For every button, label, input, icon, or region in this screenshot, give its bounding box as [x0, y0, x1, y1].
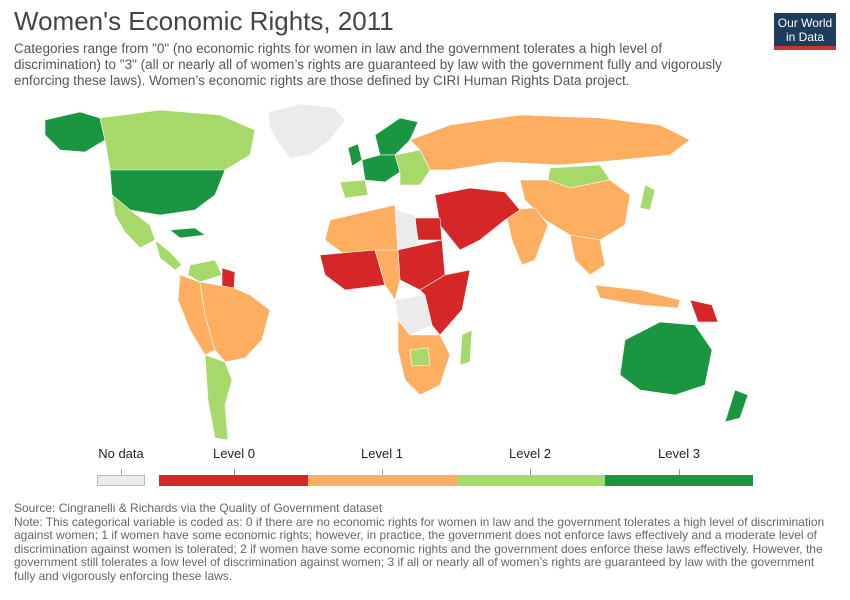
region-iberia[interactable]: [339, 179, 369, 199]
note-text: Note: This categorical variable is coded…: [14, 514, 825, 583]
region-greenland[interactable]: [267, 103, 346, 159]
region-alaska[interactable]: [44, 111, 106, 153]
legend-tick: [234, 469, 235, 475]
chart-title: Women's Economic Rights, 2011: [14, 6, 394, 36]
region-brazil[interactable]: [199, 281, 271, 363]
region-libya[interactable]: [394, 209, 419, 251]
region-canada[interactable]: [99, 109, 256, 173]
legend-swatch-level-1[interactable]: [308, 475, 457, 486]
legend-label-level-3: Level 3: [658, 446, 700, 461]
region-australia[interactable]: [619, 321, 713, 396]
legend-label-no-data: No data: [98, 446, 144, 461]
legend-label-level-2: Level 2: [509, 446, 551, 461]
region-southern-cone[interactable]: [204, 354, 233, 441]
legend-swatch-level-0[interactable]: [159, 475, 308, 486]
region-guyana[interactable]: [221, 267, 236, 289]
region-western-europe[interactable]: [361, 154, 401, 183]
region-indonesia[interactable]: [594, 284, 681, 309]
legend-swatch-no-data[interactable]: [97, 475, 145, 486]
region-mexico[interactable]: [111, 194, 156, 249]
owid-logo[interactable]: Our World in Data: [774, 13, 836, 50]
region-scandinavia[interactable]: [374, 117, 419, 156]
legend-label-level-0: Level 0: [213, 446, 255, 461]
region-madagascar[interactable]: [459, 329, 473, 366]
legend-label-level-1: Level 1: [361, 446, 403, 461]
region-se-asia[interactable]: [569, 234, 606, 276]
chart-subtitle: Categories range from "0" (no economic r…: [14, 41, 722, 88]
region-uk[interactable]: [347, 143, 363, 167]
region-north-africa[interactable]: [324, 204, 399, 256]
region-india[interactable]: [504, 207, 549, 266]
legend-tick: [382, 469, 383, 475]
region-venezuela[interactable]: [187, 259, 223, 283]
logo-line-2: in Data: [785, 30, 825, 44]
legend-tick: [530, 469, 531, 475]
region-new-zealand[interactable]: [724, 389, 749, 423]
region-east-africa[interactable]: [419, 269, 471, 336]
region-central-america[interactable]: [154, 239, 183, 271]
region-dr-congo[interactable]: [394, 294, 433, 336]
region-japan[interactable]: [639, 184, 656, 211]
legend-swatch-level-3[interactable]: [605, 475, 753, 486]
region-egypt[interactable]: [414, 217, 443, 241]
source-text: Source: Cingranelli & Richards via the Q…: [14, 501, 383, 515]
legend-tick: [679, 469, 680, 475]
legend: No data Level 0 Level 1 Level 2 Level 3: [0, 440, 850, 490]
region-middle-east[interactable]: [434, 187, 521, 251]
region-botswana[interactable]: [409, 347, 431, 367]
world-map[interactable]: [0, 100, 850, 445]
region-central-africa[interactable]: [374, 249, 401, 301]
region-west-africa[interactable]: [319, 249, 386, 291]
region-cuba[interactable]: [169, 227, 206, 239]
footer: Source: Cingranelli & Richards via the Q…: [14, 501, 834, 583]
region-russia[interactable]: [409, 114, 691, 171]
legend-tick: [121, 469, 122, 475]
logo-line-1: Our World: [777, 16, 833, 30]
legend-swatch-level-2[interactable]: [457, 475, 605, 486]
region-png[interactable]: [689, 299, 719, 323]
